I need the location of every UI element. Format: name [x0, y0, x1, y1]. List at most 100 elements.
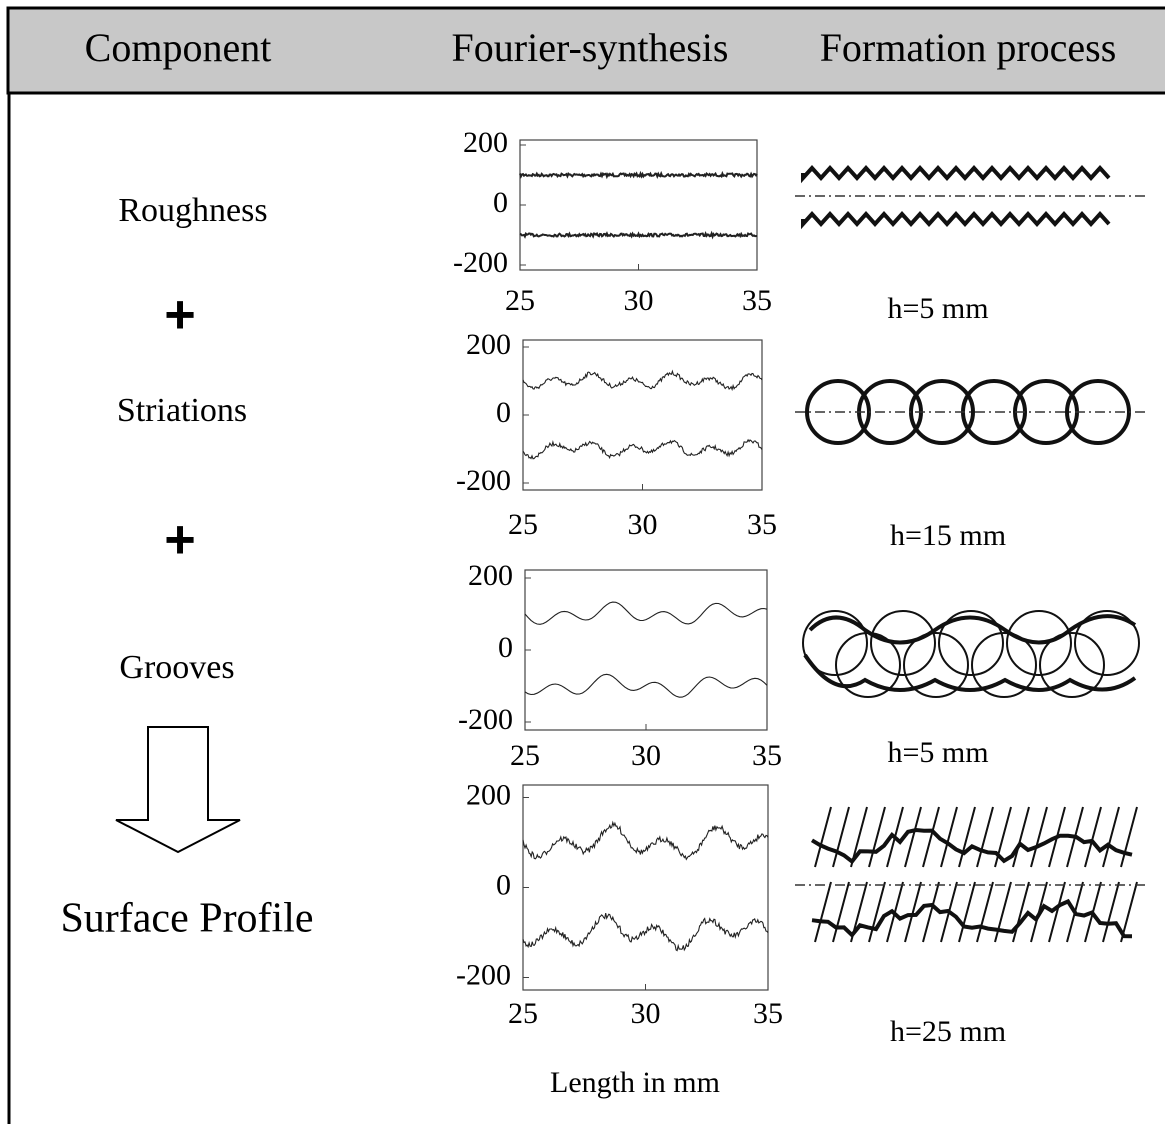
y-tick-label: 200 [466, 778, 511, 811]
formation-label: h=5 mm [887, 292, 988, 325]
y-tick-label: 200 [463, 126, 508, 159]
formation-label: h=5 mm [887, 736, 988, 769]
y-tick-label: 0 [496, 868, 511, 901]
hatch [868, 881, 886, 943]
hatch [904, 806, 922, 868]
waveform [519, 170, 758, 180]
groove-circle [938, 610, 1004, 676]
groove-edge [808, 614, 1137, 645]
hatch [1120, 881, 1138, 943]
y-tick-label: 0 [493, 186, 508, 219]
hatch [850, 806, 868, 868]
waveform [522, 369, 763, 392]
x-tick-label: 25 [508, 997, 538, 1030]
hatch [814, 806, 832, 868]
formation-label: h=15 mm [890, 519, 1006, 552]
hatch [976, 881, 994, 943]
y-tick-label: -200 [456, 464, 511, 497]
hatch [940, 806, 958, 868]
hatch [958, 881, 976, 943]
hatch [922, 806, 940, 868]
groove-circle [1039, 632, 1105, 698]
component-label: Grooves [119, 649, 234, 686]
component-label: Striations [117, 392, 247, 429]
hatch [940, 881, 958, 943]
header-band [6, 6, 1165, 95]
hatch [1030, 881, 1048, 943]
x-tick-label: 35 [742, 284, 772, 317]
groove-edge [803, 653, 1137, 692]
x-tick-label: 35 [753, 997, 783, 1030]
x-tick-label: 25 [510, 739, 540, 772]
plot-frame [522, 339, 763, 491]
component-label: Roughness [118, 192, 267, 229]
hatch [904, 881, 922, 943]
zigzag [801, 165, 1111, 184]
hatch [1102, 881, 1120, 943]
plot-frame [522, 784, 769, 991]
hatch [958, 806, 976, 868]
component-label: Surface Profile [60, 896, 313, 942]
groove-circle [1074, 610, 1140, 676]
hatch [868, 806, 886, 868]
plus-sign: + [164, 284, 196, 344]
header-cell: Component [85, 25, 272, 70]
hatch [814, 881, 832, 943]
y-tick-label: 200 [466, 328, 511, 361]
x-tick-label: 30 [628, 508, 658, 541]
header-cell: Fourier-synthesis [452, 25, 729, 70]
profile-edge [811, 898, 1133, 939]
waveform [519, 230, 758, 240]
hatch [1048, 806, 1066, 868]
plus-sign: + [164, 509, 196, 569]
hatch [1084, 806, 1102, 868]
x-tick-label: 30 [631, 997, 661, 1030]
profile-edge [810, 827, 1133, 865]
hatch [994, 806, 1012, 868]
waveform [524, 673, 768, 698]
y-tick-label: 200 [468, 559, 513, 592]
hatch [886, 806, 904, 868]
x-tick-label: 30 [624, 284, 654, 317]
y-tick-label: 0 [496, 396, 511, 429]
x-tick-label: 25 [508, 508, 538, 541]
hatch [1030, 806, 1048, 868]
y-tick-label: 0 [498, 631, 513, 664]
x-axis-label: Length in mm [550, 1066, 720, 1099]
hatch [832, 806, 850, 868]
waveform [522, 820, 769, 861]
groove-circle [971, 632, 1037, 698]
hatch [1066, 881, 1084, 943]
x-tick-label: 30 [631, 739, 661, 772]
down-arrow [115, 726, 241, 854]
groove-circle [802, 610, 868, 676]
hatch [976, 806, 994, 868]
header-cell: Formation process [820, 25, 1117, 70]
hatch [1120, 806, 1138, 868]
hatch [1084, 881, 1102, 943]
waveform [522, 438, 763, 460]
hatch [1012, 881, 1030, 943]
waveform [524, 601, 768, 625]
y-tick-label: -200 [453, 246, 508, 279]
hatch [922, 881, 940, 943]
hatch [832, 881, 850, 943]
x-tick-label: 35 [752, 739, 782, 772]
zigzag [801, 211, 1111, 230]
x-tick-label: 25 [505, 284, 535, 317]
hatch [1066, 806, 1084, 868]
hatch [1048, 881, 1066, 943]
hatch [994, 881, 1012, 943]
hatch [850, 881, 868, 943]
formation-label: h=25 mm [890, 1015, 1006, 1048]
plot-frame [524, 569, 768, 731]
hatch [886, 881, 904, 943]
groove-circle [903, 632, 969, 698]
plot-frame [519, 139, 758, 271]
waveform [522, 912, 769, 952]
groove-circle [870, 610, 936, 676]
x-tick-label: 35 [747, 508, 777, 541]
y-tick-label: -200 [456, 958, 511, 991]
y-tick-label: -200 [458, 703, 513, 736]
